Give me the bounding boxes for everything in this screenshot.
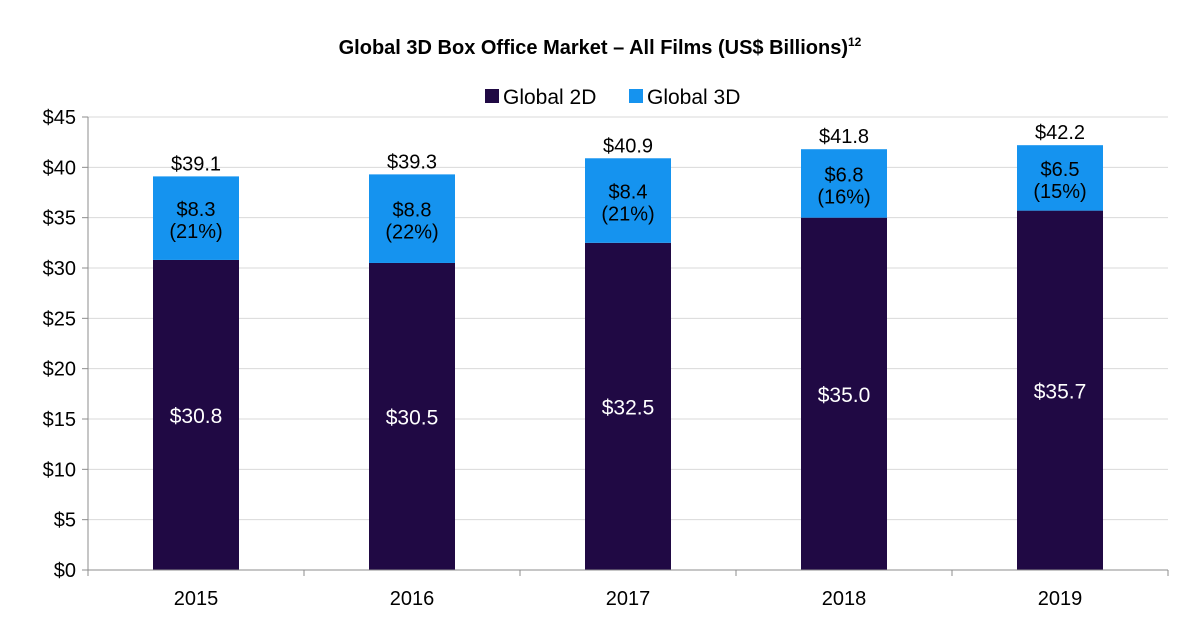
- y-tick-label: $20: [43, 359, 76, 381]
- data-label-global-3d-share: (21%): [169, 221, 222, 243]
- x-tick-label: 2017: [606, 588, 651, 610]
- x-tick-label: 2018: [822, 588, 867, 610]
- bar-global-2d: [1017, 210, 1103, 570]
- data-label-global-2d: $30.5: [386, 406, 439, 429]
- bar-global-2d: [153, 259, 239, 570]
- data-label-global-3d: $6.5: [1041, 159, 1080, 181]
- y-tick-label: $45: [43, 107, 76, 129]
- bars: $30.8$8.3(21%)$39.1$30.5$8.8(22%)$39.3$3…: [153, 122, 1103, 571]
- data-label-total: $39.3: [387, 151, 437, 173]
- y-tick-label: $0: [54, 560, 76, 582]
- legend-swatch-global-2d: [485, 89, 499, 103]
- x-axis: 2015 2016 2017 2018 2019: [87, 569, 1169, 610]
- data-label-global-3d-share: (21%): [601, 204, 654, 226]
- bar-global-3d: [801, 149, 887, 218]
- data-label-global-2d: $32.5: [602, 396, 655, 419]
- legend-label-global-3d: Global 3D: [647, 86, 740, 109]
- data-label-global-3d-share: (15%): [1033, 181, 1086, 203]
- data-label-total: $42.2: [1035, 122, 1085, 144]
- chart-title-text: Global 3D Box Office Market – All Films …: [339, 37, 848, 59]
- data-label-global-3d: $6.8: [825, 164, 864, 186]
- x-tick-label: 2019: [1038, 588, 1083, 610]
- y-tick-label: $40: [43, 157, 76, 179]
- chart-title: Global 3D Box Office Market – All Films …: [339, 35, 862, 59]
- bar-global-2d: [369, 262, 455, 570]
- chart-title-superscript: 12: [848, 35, 862, 49]
- y-tick-label: $15: [43, 409, 76, 431]
- y-tick-label: $10: [43, 459, 76, 481]
- bar-global-3d: [153, 176, 239, 260]
- legend-label-global-2d: Global 2D: [503, 86, 596, 109]
- y-tick-label: $35: [43, 208, 76, 230]
- y-axis: $0 $5 $10 $15 $20 $25 $30 $35 $40 $45: [43, 107, 89, 582]
- bar-global-3d: [369, 174, 455, 263]
- data-label-total: $40.9: [603, 135, 653, 157]
- data-label-global-3d-share: (16%): [817, 186, 870, 208]
- legend-swatch-global-3d: [629, 89, 643, 103]
- legend: Global 2D Global 3D: [485, 86, 740, 109]
- y-tick-label: $5: [54, 510, 76, 532]
- x-tick-label: 2015: [174, 588, 219, 610]
- y-tick-label: $30: [43, 258, 76, 280]
- data-label-global-3d-share: (22%): [385, 222, 438, 244]
- bar-global-2d: [801, 217, 887, 570]
- x-tick-label: 2016: [390, 588, 435, 610]
- bar-global-3d: [585, 158, 671, 243]
- data-label-global-3d: $8.3: [177, 199, 216, 221]
- data-label-global-3d: $8.4: [609, 182, 648, 204]
- data-label-global-2d: $35.0: [818, 384, 871, 407]
- data-label-total: $39.1: [171, 153, 221, 175]
- data-label-global-3d: $8.8: [393, 200, 432, 222]
- y-tick-label: $25: [43, 308, 76, 330]
- bar-global-3d: [1017, 145, 1103, 211]
- data-label-global-2d: $35.7: [1034, 380, 1087, 403]
- bar-global-2d: [585, 242, 671, 571]
- data-label-global-2d: $30.8: [170, 405, 223, 428]
- data-label-total: $41.8: [819, 126, 869, 148]
